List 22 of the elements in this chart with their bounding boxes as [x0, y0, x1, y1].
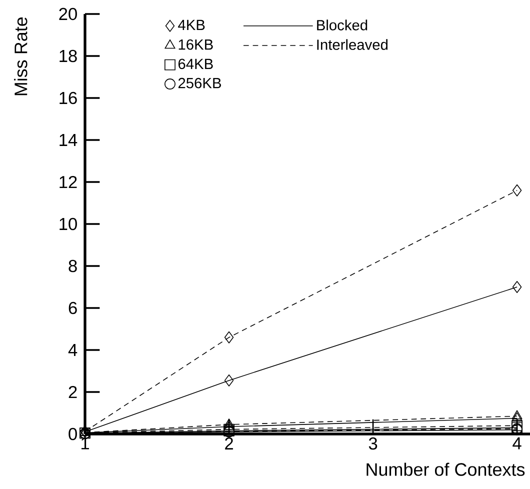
legend-label: 4KB: [178, 20, 205, 30]
x-tick-label: 2: [225, 437, 233, 450]
annotation: Blocked: [317, 20, 368, 30]
x-axis-title: Number of Contexts: [366, 462, 525, 476]
y-tick-label: 8: [68, 260, 77, 272]
x-tick-label: 3: [368, 437, 378, 450]
y-tick-label: 2: [68, 386, 77, 398]
legend-label: 16KB: [178, 39, 213, 50]
y-tick-label: 20: [59, 8, 77, 20]
y-tick-label: 10: [60, 218, 77, 230]
y-tick-label: 12: [60, 176, 77, 188]
y-tick-label: 4: [68, 344, 78, 356]
y-tick-label: 0: [68, 428, 77, 440]
y-tick-label: 16: [60, 92, 77, 104]
y-tick-label: 18: [60, 50, 77, 62]
legend-label: 64KB: [178, 58, 213, 70]
y-tick-label: 6: [68, 302, 77, 314]
annotation: Interleaved: [317, 39, 388, 50]
legend-label: 256KB: [178, 78, 221, 88]
x-tick-label: 4: [512, 437, 522, 450]
y-tick-label: 14: [60, 134, 78, 146]
y-axis-title: Miss Rate: [14, 17, 28, 96]
